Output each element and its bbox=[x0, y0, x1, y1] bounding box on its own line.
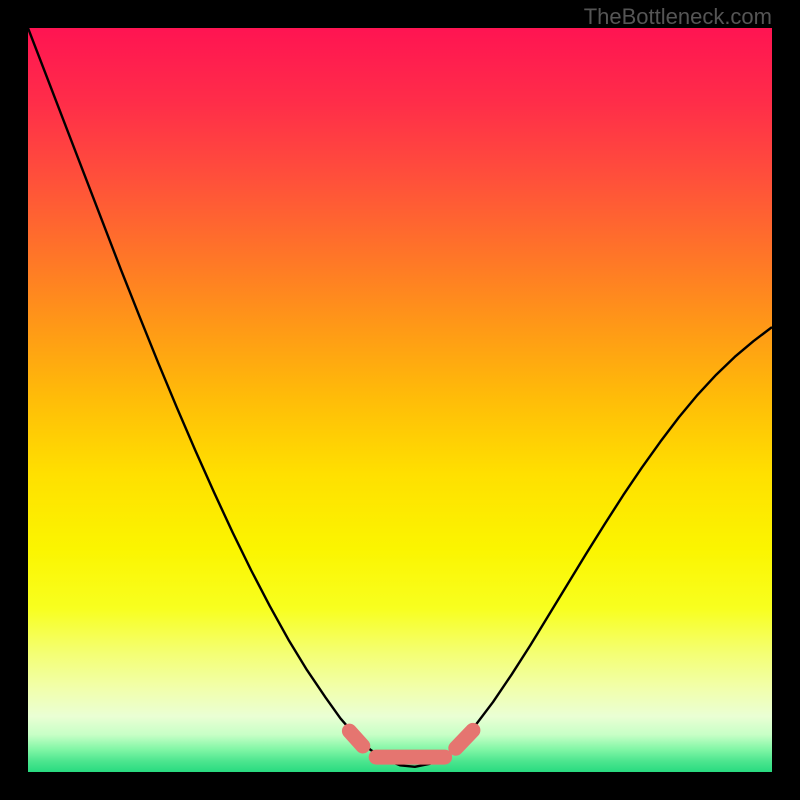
plot-background bbox=[28, 28, 772, 772]
highlight-segment bbox=[349, 731, 362, 746]
chart-stage: TheBottleneck.com bbox=[0, 0, 800, 800]
plot-svg bbox=[0, 0, 800, 800]
